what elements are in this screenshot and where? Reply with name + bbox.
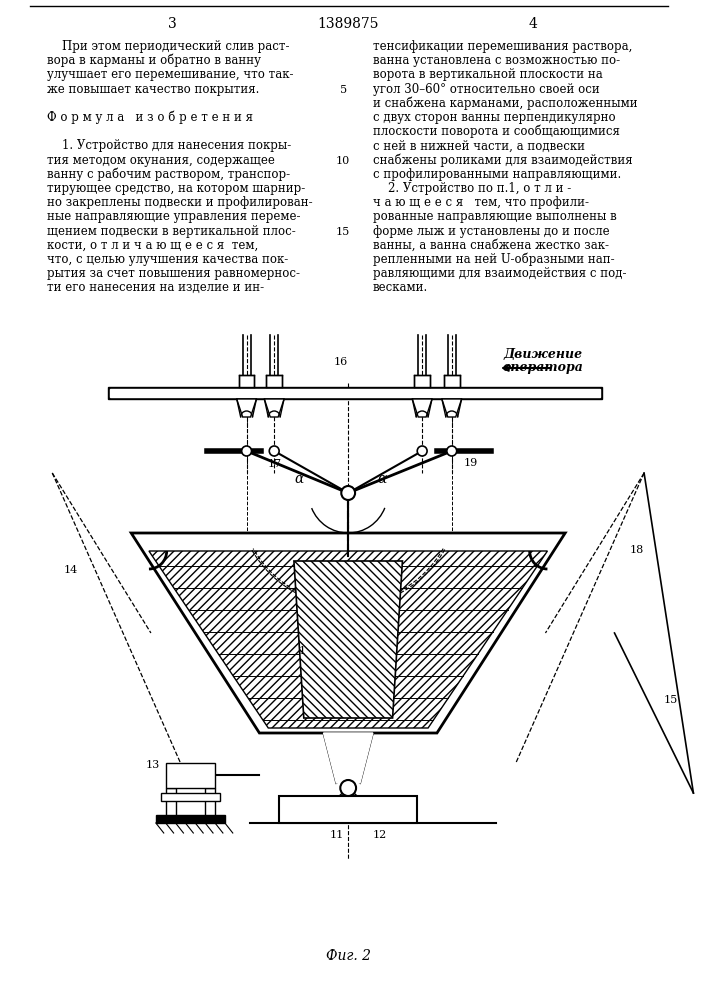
Text: При этом периодический слив раст-: При этом периодический слив раст-	[47, 40, 290, 53]
Text: Фиг. 2: Фиг. 2	[326, 949, 370, 963]
Text: тенсификации перемешивания раствора,: тенсификации перемешивания раствора,	[373, 40, 632, 53]
Polygon shape	[264, 399, 284, 417]
Text: 15: 15	[664, 695, 678, 705]
Text: что, с целью улучшения качества пок-: что, с целью улучшения качества пок-	[47, 253, 288, 266]
Polygon shape	[267, 375, 282, 387]
Text: рованные направляющие выполнены в: рованные направляющие выполнены в	[373, 210, 617, 223]
Text: рытия за счет повышения равномернос-: рытия за счет повышения равномернос-	[47, 267, 300, 280]
Text: с профилированными направляющими.: с профилированными направляющими.	[373, 168, 621, 181]
Text: 14: 14	[64, 565, 78, 575]
Text: с двух сторон ванны перпендикулярно: с двух сторон ванны перпендикулярно	[373, 111, 616, 124]
Text: оператора: оператора	[503, 361, 584, 374]
Text: 11: 11	[329, 830, 344, 840]
Polygon shape	[160, 793, 220, 801]
Text: кости, о т л и ч а ю щ е е с я  тем,: кости, о т л и ч а ю щ е е с я тем,	[47, 239, 259, 252]
Polygon shape	[414, 375, 430, 387]
Text: ч а ю щ е е с я   тем, что профили-: ч а ю щ е е с я тем, что профили-	[373, 196, 589, 209]
Polygon shape	[294, 561, 402, 718]
Text: ворота в вертикальной плоскости на: ворота в вертикальной плоскости на	[373, 68, 602, 81]
Text: ванна установлена с возможностью по-: ванна установлена с возможностью по-	[373, 54, 620, 67]
Text: 17: 17	[267, 459, 281, 469]
Circle shape	[269, 446, 279, 456]
Text: но закреплены подвески и профилирован-: но закреплены подвески и профилирован-	[47, 196, 313, 209]
Text: и снабжена карманами, расположенными: и снабжена карманами, расположенными	[373, 96, 638, 110]
Text: 16: 16	[334, 357, 348, 367]
Text: снабжены роликами для взаимодействия: снабжены роликами для взаимодействия	[373, 153, 633, 167]
Polygon shape	[149, 551, 547, 728]
Text: форме лыж и установлены до и после: форме лыж и установлены до и после	[373, 225, 609, 238]
Text: угол 30–60° относительно своей оси: угол 30–60° относительно своей оси	[373, 83, 600, 96]
Polygon shape	[412, 399, 432, 417]
Text: 19: 19	[464, 458, 478, 468]
Circle shape	[417, 446, 427, 456]
Polygon shape	[444, 375, 460, 387]
Text: же повышает качество покрытия.: же повышает качество покрытия.	[47, 83, 259, 96]
Text: ванны, а ванна снабжена жестко зак-: ванны, а ванна снабжена жестко зак-	[373, 239, 609, 252]
Text: α: α	[294, 472, 303, 486]
Text: 1: 1	[299, 646, 306, 656]
Text: 1389875: 1389875	[317, 17, 379, 31]
Text: Движение: Движение	[503, 348, 582, 361]
Text: улучшает его перемешивание, что так-: улучшает его перемешивание, что так-	[47, 68, 294, 81]
Text: ванну с рабочим раствором, транспор-: ванну с рабочим раствором, транспор-	[47, 167, 291, 181]
Text: щением подвески в вертикальной плос-: щением подвески в вертикальной плос-	[47, 225, 296, 238]
Text: 1. Устройство для нанесения покры-: 1. Устройство для нанесения покры-	[47, 139, 291, 152]
Text: тия методом окунания, содержащее: тия методом окунания, содержащее	[47, 154, 275, 167]
Text: вора в карманы и обратно в ванну: вора в карманы и обратно в ванну	[47, 54, 262, 67]
Circle shape	[340, 780, 356, 796]
Text: равляющими для взаимодействия с под-: равляющими для взаимодействия с под-	[373, 267, 626, 280]
Polygon shape	[279, 796, 417, 823]
Polygon shape	[165, 788, 175, 815]
Polygon shape	[108, 387, 602, 399]
Circle shape	[341, 486, 355, 500]
Text: 10: 10	[336, 156, 351, 166]
Circle shape	[242, 446, 252, 456]
Text: 15: 15	[336, 227, 351, 237]
Text: репленными на ней U-образными нап-: репленными на ней U-образными нап-	[373, 252, 614, 266]
Polygon shape	[324, 733, 373, 783]
Polygon shape	[165, 763, 215, 788]
Text: 2. Устройство по п.1, о т л и -: 2. Устройство по п.1, о т л и -	[373, 182, 571, 195]
Text: ти его нанесения на изделие и ин-: ти его нанесения на изделие и ин-	[47, 281, 264, 294]
Text: весками.: весками.	[373, 281, 428, 294]
Polygon shape	[237, 399, 257, 417]
Text: тирующее средство, на котором шарнир-: тирующее средство, на котором шарнир-	[47, 182, 305, 195]
Text: 5: 5	[339, 85, 347, 95]
Text: 13: 13	[146, 760, 160, 770]
Text: 12: 12	[373, 830, 387, 840]
Text: с ней в нижней части, а подвески: с ней в нижней части, а подвески	[373, 139, 585, 152]
Polygon shape	[442, 399, 462, 417]
Polygon shape	[156, 815, 225, 823]
Polygon shape	[132, 533, 565, 733]
Text: 4: 4	[528, 17, 537, 31]
Polygon shape	[205, 788, 215, 815]
Text: плоскости поворота и сообщающимися: плоскости поворота и сообщающимися	[373, 125, 620, 138]
Text: 3: 3	[168, 17, 177, 31]
Polygon shape	[110, 389, 600, 397]
Circle shape	[447, 446, 457, 456]
Text: ные направляющие управления переме-: ные направляющие управления переме-	[47, 210, 301, 223]
Text: 18: 18	[629, 545, 643, 555]
Polygon shape	[239, 375, 255, 387]
Text: Ф о р м у л а   и з о б р е т е н и я: Ф о р м у л а и з о б р е т е н и я	[47, 110, 253, 124]
Text: α: α	[378, 472, 387, 486]
